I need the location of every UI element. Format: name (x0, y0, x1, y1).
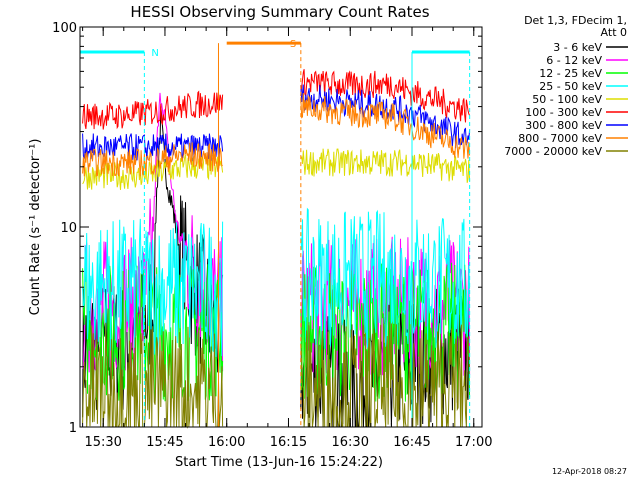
axis-layer: 15:30 15:45 16:00 16:15 16:30 16:45 17:00 1 10 10… (52, 21, 492, 450)
series-line-2-0 (82, 264, 224, 402)
series-line-6-1 (300, 84, 471, 149)
series-line-0-0 (82, 106, 224, 418)
x-tick-label-5: 16:45 (393, 435, 430, 450)
annotation-label-1: S (290, 39, 296, 50)
series-line-7-1 (300, 92, 471, 159)
series-line-6-0 (82, 133, 224, 162)
series-line-8-0 (82, 322, 224, 429)
legend-label-7: 800 - 7000 keV (518, 132, 602, 145)
chart-title: HESSI Observing Summary Count Rates (130, 3, 429, 21)
y-axis-title: Count Rate (s⁻¹ detector⁻¹) (28, 139, 43, 316)
series-line-5-1 (300, 69, 471, 123)
series-line-7-0 (82, 142, 223, 177)
series-line-8-1 (300, 321, 471, 428)
series-line-5-0 (82, 90, 224, 130)
annotation-label-0: N (151, 48, 158, 59)
legend-label-1: 6 - 12 keV (546, 54, 602, 67)
y-tick-label-0: 1 (69, 421, 77, 436)
legend-header-0: Det 1,3, FDecim 1, (524, 14, 627, 27)
x-tick-label-3: 16:15 (270, 435, 307, 450)
x-tick-label-0: 15:30 (84, 435, 121, 450)
legend-label-4: 50 - 100 keV (532, 93, 602, 106)
legend-label-2: 12 - 25 keV (539, 67, 602, 80)
legend-label-5: 100 - 300 keV (525, 106, 602, 119)
x-tick-label-2: 16:00 (208, 435, 245, 450)
legend-label-0: 3 - 6 keV (553, 41, 602, 54)
x-tick-label-6: 17:00 (455, 435, 492, 450)
plot-layer: NS (80, 39, 471, 429)
x-tick-label-1: 15:45 (146, 435, 183, 450)
legend-label-8: 7000 - 20000 keV (504, 145, 602, 158)
legend-label-3: 25 - 50 keV (539, 80, 602, 93)
legend-header-1: Att 0 (601, 26, 627, 39)
x-tick-label-4: 16:30 (332, 435, 369, 450)
series-line-3-1 (300, 207, 471, 349)
footer-date: 12-Apr-2018 08:27 (552, 467, 627, 476)
x-axis-title: Start Time (13-Jun-16 15:24:22) (175, 455, 383, 470)
y-tick-label-1: 10 (60, 221, 77, 236)
series-line-4-1 (300, 148, 471, 183)
legend-label-6: 300 - 800 keV (525, 119, 602, 132)
y-tick-label-2: 100 (52, 21, 77, 36)
